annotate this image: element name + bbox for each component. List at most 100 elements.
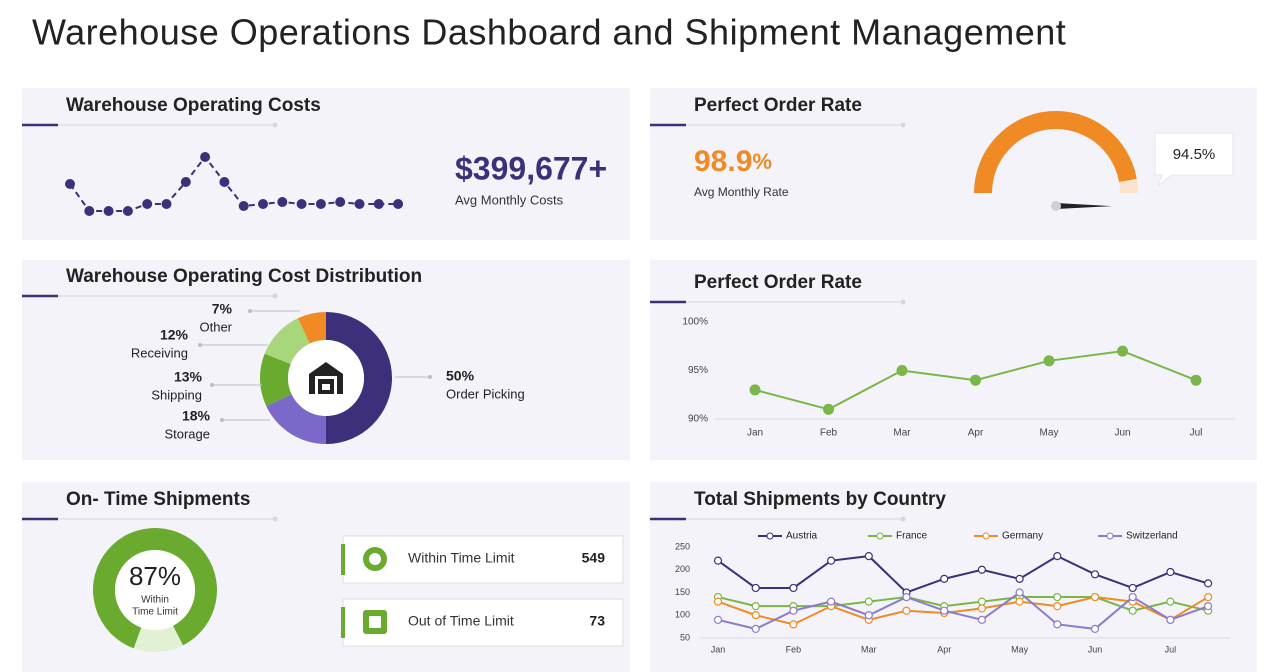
rate-point [970, 374, 981, 386]
y-tick-label: 250 [675, 541, 690, 551]
kpi-label: Avg Monthly Costs [455, 192, 564, 207]
slice-value-label: 7% [212, 301, 233, 317]
status-icon-inner [369, 616, 381, 628]
kpi-label: Avg Monthly Rate [694, 185, 789, 199]
series-point [789, 583, 798, 593]
cost-point [180, 177, 191, 187]
rate-point [749, 384, 761, 396]
gauge-value-label: 94.5% [1173, 146, 1216, 163]
series-point [751, 624, 760, 634]
ring-center [115, 550, 195, 630]
series-point [977, 597, 987, 606]
series-point [864, 551, 873, 561]
series-point [864, 597, 873, 606]
panel-title: Warehouse Operating Cost Distribution [66, 266, 422, 287]
cost-point [219, 177, 230, 187]
cost-point [296, 199, 307, 209]
legend-label: Austria [786, 531, 818, 542]
status-label: Within Time Limit [408, 550, 515, 566]
page-title: Warehouse Operations Dashboard and Shipm… [32, 12, 1066, 53]
warehouse-icon-box [322, 384, 330, 390]
panel-title: Warehouse Operating Costs [66, 95, 321, 116]
series-point [1053, 592, 1062, 602]
cost-point [354, 199, 365, 209]
cost-point [277, 197, 288, 207]
series-point [1128, 606, 1137, 615]
panel-title: On- Time Shipments [66, 489, 250, 510]
series-point [902, 606, 911, 615]
series-point [1015, 588, 1024, 597]
series-point [751, 583, 760, 593]
series-point [789, 606, 798, 615]
cost-point [103, 206, 114, 216]
cost-point [200, 152, 211, 162]
x-tick-label: Mar [861, 644, 877, 654]
x-tick-label: Feb [786, 644, 802, 654]
leader-dot [428, 375, 432, 379]
series-point [1203, 592, 1213, 602]
donut-slice [260, 353, 292, 407]
series-point [1166, 597, 1175, 606]
cost-point [142, 199, 153, 209]
series-point [977, 565, 987, 574]
rate-point [1190, 374, 1202, 386]
panel-rule-dot [900, 299, 906, 305]
legend-marker [1106, 532, 1114, 540]
panel-rule-dot [272, 293, 278, 299]
gauge-needle [1055, 203, 1112, 209]
series-point [789, 620, 798, 629]
panel-rule-dot [900, 516, 906, 522]
cost-point [161, 199, 172, 209]
series-point [826, 556, 836, 565]
status-row [342, 598, 624, 647]
series-point [713, 597, 723, 606]
x-tick-label: Apr [968, 428, 984, 439]
slice-value-label: 18% [182, 408, 211, 424]
y-tick-label: 100 [675, 610, 690, 620]
panel-rule-dot [272, 516, 278, 522]
slice-category-label: Storage [164, 426, 210, 441]
leader-dot [220, 418, 224, 422]
series-point [1053, 602, 1062, 611]
legend-label: France [896, 531, 928, 542]
donut-slice [297, 312, 326, 344]
series-point [751, 611, 760, 620]
status-row [342, 535, 624, 584]
cost-point [315, 199, 326, 209]
series-point [1015, 597, 1024, 606]
kpi-number: 98.9 [694, 145, 752, 178]
series-point [864, 611, 873, 620]
panel-rule-dot [272, 122, 278, 128]
status-value: 549 [582, 550, 606, 566]
series-point [1128, 592, 1137, 602]
kpi-unit: % [752, 149, 772, 174]
x-tick-label: Feb [820, 428, 838, 439]
cost-point [122, 206, 133, 216]
gauge-rest [1119, 178, 1138, 193]
slice-category-label: Receiving [131, 345, 188, 360]
series-point [1053, 551, 1062, 561]
kpi-value: 98.9% [694, 145, 772, 178]
panel-title: Perfect Order Rate [694, 272, 862, 293]
legend-marker [982, 532, 990, 540]
ring-value-label: 87% [129, 561, 181, 591]
cost-point [84, 206, 95, 216]
ring-caption: Within [141, 595, 169, 606]
cost-point [258, 199, 268, 209]
series-point [1166, 615, 1175, 624]
gauge-hub [1051, 201, 1061, 211]
legend-marker [766, 532, 774, 540]
ring-caption: Time Limit [132, 607, 178, 618]
x-tick-label: Jun [1088, 644, 1103, 654]
status-icon-inner [369, 553, 381, 565]
x-tick-label: Jul [1190, 428, 1203, 439]
panel [650, 260, 1257, 460]
x-tick-label: Apr [937, 644, 951, 654]
cost-point [335, 197, 346, 207]
cost-point [393, 199, 404, 209]
x-tick-label: Mar [893, 428, 911, 439]
series-point [940, 606, 949, 615]
series-point [1166, 567, 1175, 577]
